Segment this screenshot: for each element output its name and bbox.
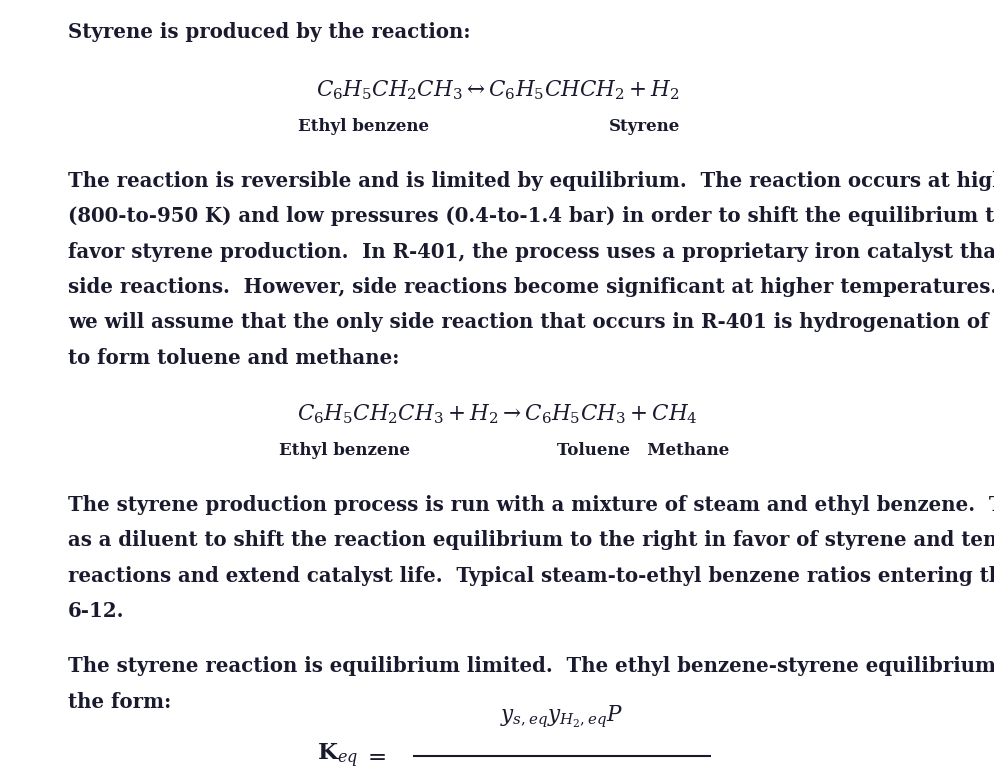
- Text: The styrene production process is run with a mixture of steam and ethyl benzene.: The styrene production process is run wi…: [68, 495, 994, 515]
- Text: we will assume that the only side reaction that occurs in R-401 is hydrogenation: we will assume that the only side reacti…: [68, 312, 994, 333]
- Text: $y_{s,eq}y_{H_2,eq}P$: $y_{s,eq}y_{H_2,eq}P$: [500, 704, 623, 730]
- Text: Toluene   Methane: Toluene Methane: [556, 442, 729, 459]
- Text: reactions and extend catalyst life.  Typical steam-to-ethyl benzene ratios enter: reactions and extend catalyst life. Typi…: [68, 566, 994, 586]
- Text: $=$: $=$: [363, 745, 386, 767]
- Text: $C_6H_5CH_2CH_3 \leftrightarrow C_6H_5CHCH_2 + H_2$: $C_6H_5CH_2CH_3 \leftrightarrow C_6H_5CH…: [315, 79, 679, 102]
- Text: $C_6H_5CH_2CH_3 + H_2 \rightarrow C_6H_5CH_3 + CH_4$: $C_6H_5CH_2CH_3 + H_2 \rightarrow C_6H_5…: [297, 403, 697, 426]
- Text: 6-12.: 6-12.: [68, 601, 124, 622]
- Text: $\mathbf{K}_{eq}$: $\mathbf{K}_{eq}$: [317, 742, 358, 770]
- Text: favor styrene production.  In R-401, the process uses a proprietary iron catalys: favor styrene production. In R-401, the …: [68, 241, 994, 262]
- Text: Styrene is produced by the reaction:: Styrene is produced by the reaction:: [68, 22, 470, 42]
- Text: Styrene: Styrene: [608, 118, 680, 135]
- Text: The styrene reaction is equilibrium limited.  The ethyl benzene-styrene equilibr: The styrene reaction is equilibrium limi…: [68, 656, 994, 676]
- Text: side reactions.  However, side reactions become significant at higher temperatur: side reactions. However, side reactions …: [68, 277, 994, 297]
- Text: The reaction is reversible and is limited by equilibrium.  The reaction occurs a: The reaction is reversible and is limite…: [68, 171, 994, 191]
- Text: to form toluene and methane:: to form toluene and methane:: [68, 348, 399, 368]
- Text: Ethyl benzene: Ethyl benzene: [297, 118, 428, 135]
- Text: Ethyl benzene: Ethyl benzene: [278, 442, 410, 459]
- Text: as a diluent to shift the reaction equilibrium to the right in favor of styrene : as a diluent to shift the reaction equil…: [68, 530, 994, 551]
- Text: the form:: the form:: [68, 692, 171, 712]
- Text: (800-to-950 K) and low pressures (0.4-to-1.4 bar) in order to shift the equilibr: (800-to-950 K) and low pressures (0.4-to…: [68, 206, 994, 226]
